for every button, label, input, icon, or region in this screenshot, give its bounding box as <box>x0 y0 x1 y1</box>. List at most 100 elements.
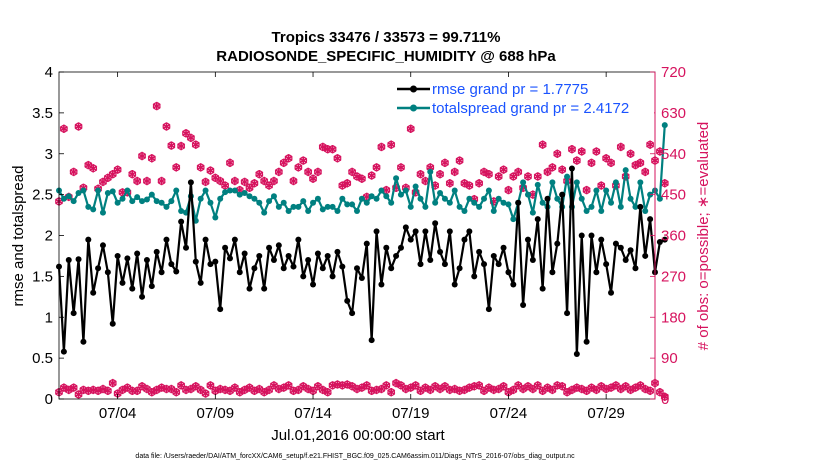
rmse-point <box>99 242 106 249</box>
totalspread-point <box>310 199 317 206</box>
rmse-point <box>383 244 390 251</box>
obs-possible-star-point <box>128 169 137 179</box>
rmse-point <box>275 242 282 249</box>
rmse-point <box>261 285 268 292</box>
rmse-point <box>168 261 175 268</box>
x-tick-labels: 07/04 07/09 07/14 07/19 07/24 07/29 <box>99 72 625 422</box>
rmse-point <box>324 252 331 259</box>
right-y-axis-label: # of obs: o=possible; ∗=evaluated <box>695 122 712 351</box>
obs-possible-star-point <box>499 165 508 174</box>
rmse-point <box>656 239 663 246</box>
legend-rmse-marker <box>410 85 417 93</box>
totalspread-point <box>226 187 233 194</box>
obs-evaluated-star-point <box>382 381 391 390</box>
obs-evaluated-star-point <box>304 384 313 394</box>
data-file-footnote: data file: /Users/raeder/DAI/ATM_forcXX/… <box>135 453 575 460</box>
x-tick-label: 07/24 <box>490 405 528 422</box>
totalspread-point <box>373 195 380 202</box>
totalspread-point <box>129 198 136 205</box>
totalspread-point <box>358 195 365 202</box>
totalspread-point <box>324 203 331 210</box>
totalspread-point <box>588 203 595 210</box>
totalspread-point <box>388 199 395 206</box>
obs-possible-star-point <box>265 181 274 190</box>
rmse-point <box>334 248 341 255</box>
rmse-point <box>608 289 615 296</box>
rmse-point <box>485 306 492 313</box>
rmse-point <box>544 195 551 202</box>
obs-evaluated-star-point <box>265 385 274 395</box>
rmse-point <box>437 248 444 255</box>
obs-possible-star-point <box>372 163 381 172</box>
totalspread-point <box>573 179 580 186</box>
totalspread-point <box>466 195 473 202</box>
obs-possible-star-point <box>201 177 210 187</box>
totalspread-point <box>612 179 619 186</box>
obs-possible-star-point <box>587 158 596 168</box>
totalspread-point <box>661 122 668 129</box>
left-y-tick-label: 2 <box>45 228 53 245</box>
totalspread-point <box>622 167 629 174</box>
obs-evaluated-star-point <box>533 381 542 390</box>
totalspread-point <box>627 195 634 202</box>
obs-possible-star-point <box>221 181 230 190</box>
totalspread-point <box>178 207 185 214</box>
totalspread-point <box>139 198 146 205</box>
rmse-point <box>373 228 380 235</box>
totalspread-point <box>104 189 111 196</box>
obs-possible-star-point <box>250 179 259 188</box>
plot-content <box>54 101 669 401</box>
rmse-point <box>397 244 404 251</box>
obs-evaluated-star-point <box>411 381 420 390</box>
obs-possible-star-point <box>523 172 533 181</box>
obs-possible-star-point <box>533 172 542 181</box>
rmse-point <box>119 279 126 286</box>
obs-possible-star-point <box>357 174 366 183</box>
totalspread-point <box>290 203 297 210</box>
x-tick-label: 07/29 <box>587 405 625 422</box>
rmse-point <box>476 248 483 255</box>
right-y-tick-label: 0 <box>661 391 669 408</box>
rmse-point <box>300 273 307 280</box>
rmse-point <box>207 261 214 268</box>
obs-possible-star-point <box>181 129 191 138</box>
totalspread-point <box>158 199 165 206</box>
obs-evaluated-star-point <box>230 383 239 392</box>
rmse-point <box>647 216 654 223</box>
rmse-point <box>505 269 512 276</box>
rmse-point <box>588 232 595 239</box>
totalspread-point <box>285 207 292 214</box>
rmse-point <box>432 220 439 227</box>
rmse-point <box>95 265 102 272</box>
obs-possible-star-point <box>616 142 625 152</box>
rmse-point <box>393 252 400 259</box>
obs-possible-star-point <box>636 158 645 168</box>
rmse-point <box>173 268 180 275</box>
rmse-point <box>85 236 92 243</box>
totalspread-point <box>124 187 131 194</box>
rmse-point <box>163 236 170 243</box>
obs-possible-star-point <box>89 164 98 173</box>
totalspread-point <box>319 206 326 213</box>
totalspread-point <box>256 199 263 206</box>
totalspread-point <box>500 199 507 206</box>
obs-evaluated-star-point <box>177 381 186 390</box>
left-y-tick-label: 0.5 <box>32 350 53 367</box>
rmse-point <box>578 232 585 239</box>
totalspread-point <box>95 187 102 194</box>
totalspread-point <box>314 195 321 202</box>
rmse-point <box>339 263 346 270</box>
totalspread-point <box>231 187 238 194</box>
obs-possible-star-point <box>396 163 406 172</box>
totalspread-point <box>583 207 590 214</box>
obs-evaluated-star-point <box>172 387 181 397</box>
rmse-point <box>329 273 336 280</box>
rmse-point <box>60 348 67 355</box>
totalspread-point <box>432 199 439 206</box>
rmse-point <box>70 310 77 317</box>
obs-possible-star-point <box>504 185 513 195</box>
rmse-point <box>192 258 199 265</box>
totalspread-point <box>143 196 150 203</box>
left-y-tick-label: 4 <box>45 64 53 81</box>
